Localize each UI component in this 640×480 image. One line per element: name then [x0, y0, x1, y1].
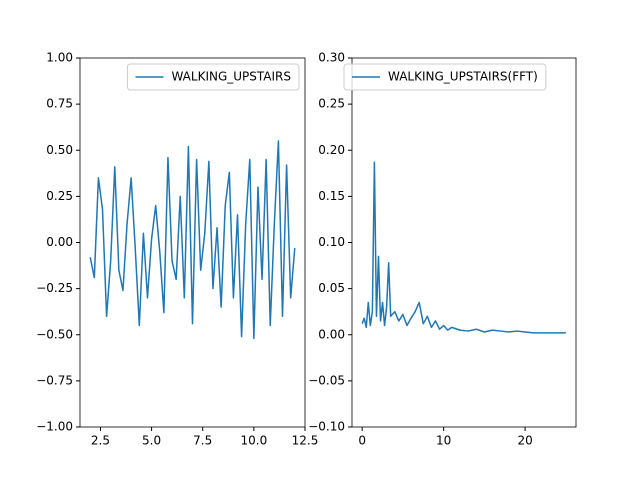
y-tick-label: 0.30: [318, 51, 345, 65]
x-tick-label: 10.0: [241, 434, 268, 448]
x-tick-label: 5.0: [142, 434, 161, 448]
axes-frame: [79, 57, 306, 428]
y-tick-label: 0.50: [46, 143, 73, 157]
x-tick-label: 0: [358, 434, 366, 448]
y-tick-label: 0.25: [318, 97, 345, 111]
data-line: [89, 140, 296, 340]
y-tick-label: −0.25: [36, 281, 73, 295]
y-tick-label: −0.10: [308, 420, 345, 434]
y-tick-label: −0.50: [36, 327, 73, 341]
y-tick-label: −0.05: [308, 373, 345, 387]
x-tick-label: 12.5: [292, 434, 319, 448]
y-tick-label: 0.10: [318, 235, 345, 249]
y-tick-label: 0.75: [46, 97, 73, 111]
y-tick-label: 1.00: [46, 51, 73, 65]
y-tick-label: 0.05: [318, 281, 345, 295]
axes-frame: [351, 57, 577, 428]
y-tick-label: 0.25: [46, 189, 73, 203]
y-tick-label: −0.75: [36, 373, 73, 387]
x-tick-label: 20: [517, 434, 532, 448]
legend-label: WALKING_UPSTAIRS(FFT): [388, 70, 538, 84]
y-tick-label: 0.15: [318, 189, 345, 203]
y-tick-label: 0.00: [46, 235, 73, 249]
legend-box: [343, 63, 547, 91]
data-line: [361, 161, 566, 334]
y-tick-label: −1.00: [36, 420, 73, 434]
y-tick-label: 0.00: [318, 327, 345, 341]
x-tick-label: 7.5: [193, 434, 212, 448]
legend: WALKING_UPSTAIRS(FFT): [343, 63, 547, 91]
x-tick-label: 2.5: [91, 434, 110, 448]
legend: WALKING_UPSTAIRS: [126, 63, 300, 91]
x-tick-label: 10: [436, 434, 451, 448]
y-tick-label: 0.20: [318, 143, 345, 157]
legend-box: [126, 63, 300, 91]
legend-label: WALKING_UPSTAIRS: [171, 70, 291, 84]
